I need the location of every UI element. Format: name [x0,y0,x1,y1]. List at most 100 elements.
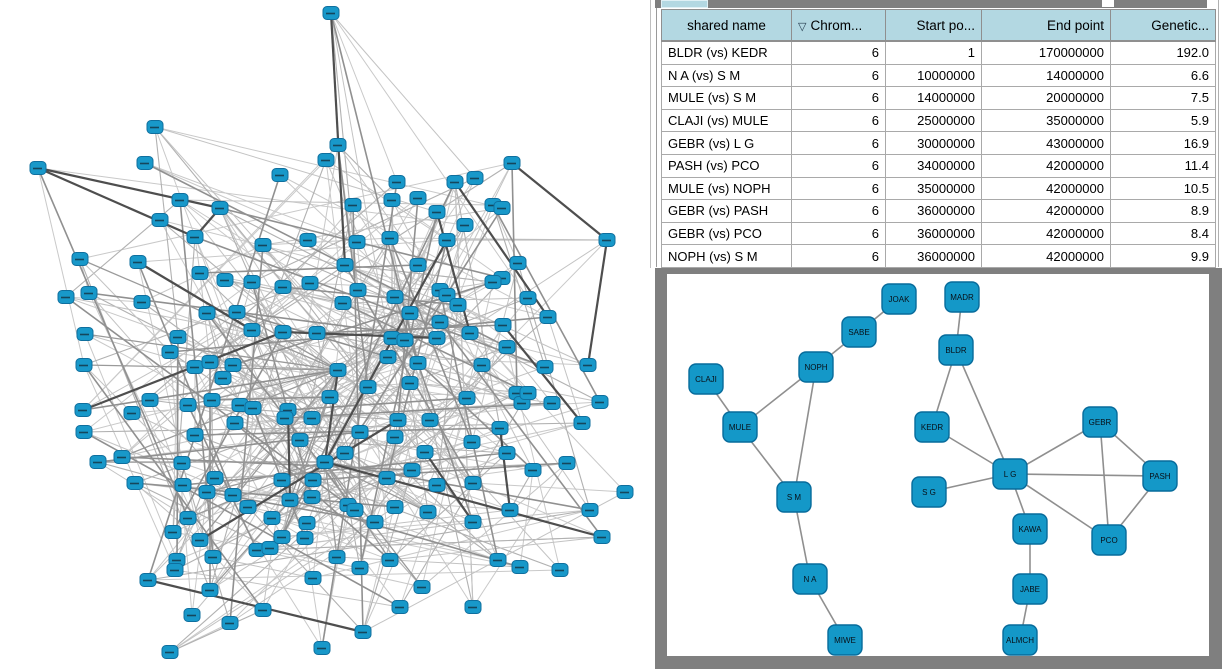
table-row[interactable]: CLAJI (vs) MULE 6 25000000 35000000 5.9 [661,108,1216,133]
table-row[interactable]: N A (vs) S M 6 10000000 14000000 6.6 [661,63,1216,88]
network-node-madr[interactable]: MADR [944,281,980,313]
network-node-kawa[interactable]: KAWA [1012,513,1048,545]
table-cell[interactable]: 6 [791,40,886,65]
node-shape[interactable] [881,283,917,315]
column-header-chromosome[interactable]: ▽ Chrom... [791,9,886,42]
column-header-start-point[interactable]: Start po... [885,9,982,42]
node-shape[interactable] [1082,406,1118,438]
table-row[interactable]: GEBR (vs) PCO 6 36000000 42000000 8.4 [661,221,1216,246]
table-cell[interactable]: 6 [791,199,886,223]
splitter-line[interactable] [656,8,657,267]
network-edge[interactable] [1009,473,1161,477]
table-cell[interactable]: 10000000 [885,63,982,88]
network-node-lg[interactable]: L G [992,458,1028,490]
node-shape[interactable] [792,563,828,595]
table-cell[interactable]: GEBR (vs) PCO [661,221,792,246]
node-shape[interactable] [841,316,877,348]
table-cell[interactable]: 8.4 [1110,221,1216,246]
network-node-mule[interactable]: MULE [722,411,758,443]
table-cell[interactable]: 6 [791,176,886,201]
column-header-shared-name[interactable]: shared name [661,9,792,42]
table-cell[interactable]: 6 [791,244,886,268]
table-cell[interactable]: 14000000 [885,86,982,110]
table-cell[interactable]: 35000000 [885,176,982,201]
sub-network-svg[interactable]: JOAK SABE NOPH CLAJI MULE S M N A MIWE MADR BLDR K… [667,274,1209,656]
scrollbar-thumb[interactable] [1102,0,1114,7]
filter-icon[interactable]: ▽ [798,20,807,33]
column-header-end-point[interactable]: End point [981,9,1111,42]
node-shape[interactable] [1012,573,1048,605]
node-shape[interactable] [992,458,1028,490]
table-cell[interactable]: 36000000 [885,244,982,268]
table-cell[interactable]: 5.9 [1110,108,1216,133]
table-cell[interactable]: 6 [791,86,886,110]
node-shape[interactable] [1012,513,1048,545]
node-shape[interactable] [938,334,974,366]
table-cell[interactable]: 11.4 [1110,153,1216,178]
table-cell[interactable]: NOPH (vs) S M [661,244,792,268]
sub-network-canvas[interactable]: JOAK SABE NOPH CLAJI MULE S M N A MIWE MADR BLDR K… [667,274,1209,656]
table-cell[interactable]: 25000000 [885,108,982,133]
table-row[interactable]: PASH (vs) PCO 6 34000000 42000000 11.4 [661,153,1216,178]
node-shape[interactable] [1142,460,1178,492]
table-row[interactable]: GEBR (vs) L G 6 30000000 43000000 16.9 [661,131,1216,155]
table-cell[interactable]: 42000000 [981,244,1111,268]
table-cell[interactable]: 36000000 [885,221,982,246]
table-cell[interactable]: 42000000 [981,176,1111,201]
table-cell[interactable]: 6 [791,221,886,246]
table-cell[interactable]: 30000000 [885,131,982,155]
table-cell[interactable]: 170000000 [981,40,1111,65]
node-shape[interactable] [1091,524,1127,556]
network-edge[interactable] [793,366,817,498]
table-cell[interactable]: PASH (vs) PCO [661,153,792,178]
table-cell[interactable]: N A (vs) S M [661,63,792,88]
main-network-canvas[interactable] [0,0,655,669]
table-cell[interactable]: 6 [791,63,886,88]
network-view-main[interactable] [0,0,655,669]
node-shape[interactable] [798,351,834,383]
node-shape[interactable] [688,363,724,395]
node-shape[interactable] [944,281,980,313]
table-cell[interactable]: GEBR (vs) L G [661,131,792,155]
network-node-miwe[interactable]: MIWE [827,624,863,656]
network-node-sm[interactable]: S M [776,481,812,513]
table-cell[interactable]: 6.6 [1110,63,1216,88]
table-cell[interactable]: 14000000 [981,63,1111,88]
table-cell[interactable]: 10.5 [1110,176,1216,201]
table-cell[interactable]: 42000000 [981,221,1111,246]
table-cell[interactable]: 36000000 [885,199,982,223]
table-cell[interactable]: 8.9 [1110,199,1216,223]
table-cell[interactable]: 9.9 [1110,244,1216,268]
column-header-genetic[interactable]: Genetic... [1110,9,1216,42]
table-cell[interactable]: 35000000 [981,108,1111,133]
network-node-claji[interactable]: CLAJI [688,363,724,395]
network-node-na[interactable]: N A [792,563,828,595]
node-shape[interactable] [911,476,947,508]
network-edge[interactable] [1099,421,1110,541]
table-cell[interactable]: 43000000 [981,131,1111,155]
node-shape[interactable] [914,411,950,443]
node-shape[interactable] [722,411,758,443]
network-node-sg[interactable]: S G [911,476,947,508]
network-node-pash[interactable]: PASH [1142,460,1178,492]
table-cell[interactable]: 7.5 [1110,86,1216,110]
network-node-pco[interactable]: PCO [1091,524,1127,556]
table-cell[interactable]: 20000000 [981,86,1111,110]
table-row[interactable]: NOPH (vs) S M 6 36000000 42000000 9.9 [661,244,1216,268]
node-shape[interactable] [776,481,812,513]
network-node-gebr[interactable]: GEBR [1082,406,1118,438]
table-cell[interactable]: 42000000 [981,199,1111,223]
table-cell[interactable]: 192.0 [1110,40,1216,65]
table-cell[interactable]: GEBR (vs) PASH [661,199,792,223]
table-cell[interactable]: BLDR (vs) KEDR [661,40,792,65]
table-cell[interactable]: MULE (vs) S M [661,86,792,110]
table-cell[interactable]: 6 [791,108,886,133]
node-shape[interactable] [1002,624,1038,656]
network-node-kedr[interactable]: KEDR [914,411,950,443]
network-node-joak[interactable]: JOAK [881,283,917,315]
table-cell[interactable]: 6 [791,153,886,178]
table-row[interactable]: MULE (vs) NOPH 6 35000000 42000000 10.5 [661,176,1216,201]
table-cell[interactable]: 6 [791,131,886,155]
network-node-almch[interactable]: ALMCH [1002,624,1038,656]
table-cell[interactable]: CLAJI (vs) MULE [661,108,792,133]
